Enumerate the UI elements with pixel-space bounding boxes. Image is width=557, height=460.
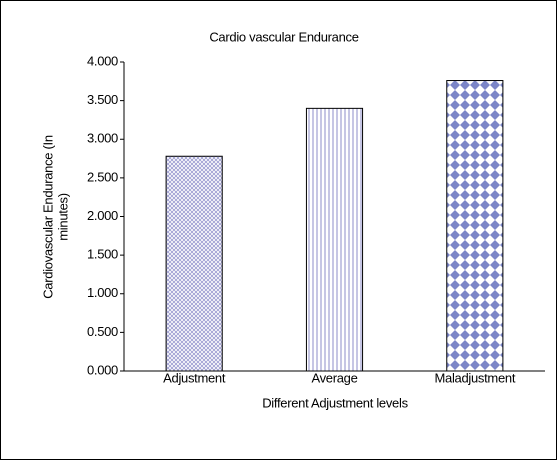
y-tick-label: 2.000: [87, 208, 118, 223]
chart-title: Cardio vascular Endurance: [209, 29, 358, 44]
y-axis-title: minutes): [55, 193, 70, 240]
y-tick-label: 1.000: [87, 285, 118, 300]
y-tick-label: 2.500: [87, 169, 118, 184]
y-tick-label: 3.500: [87, 92, 118, 107]
bar: [165, 155, 223, 372]
y-tick-label: 4.000: [87, 53, 118, 68]
y-tick-label: 3.000: [87, 131, 118, 146]
y-axis-title: Cardiovascular Endurance (In: [40, 135, 55, 299]
x-tick-label: Average: [311, 370, 357, 385]
y-tick-label: 0.500: [87, 324, 118, 339]
x-tick-label: Maladjustment: [435, 370, 516, 385]
x-axis-title: Different Adjustment levels: [262, 395, 408, 410]
x-tick-label: Adjustment: [163, 370, 226, 385]
bar: [305, 107, 364, 372]
y-tick-label: 1.500: [87, 247, 118, 262]
bar: [446, 80, 504, 372]
y-tick-label: 0.000: [87, 362, 118, 377]
